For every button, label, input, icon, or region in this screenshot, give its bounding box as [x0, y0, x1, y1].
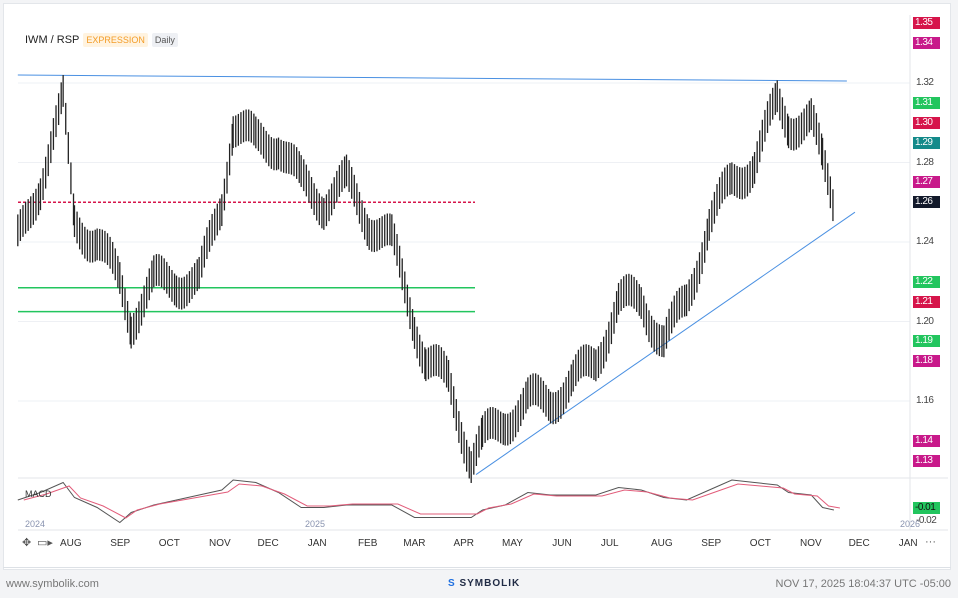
x-tick-label: MAY	[502, 538, 523, 549]
price-label: 1.19	[913, 335, 940, 348]
x-tick-label: DEC	[848, 538, 870, 549]
year-label: 2025	[305, 519, 326, 529]
price-label: 1.21	[913, 295, 940, 308]
x-tick-label: MAR	[403, 538, 426, 549]
x-tick-label: JAN	[898, 538, 918, 549]
x-tick-label: JAN	[307, 538, 327, 549]
more-button[interactable]: ···	[925, 536, 936, 548]
expression-badge: EXPRESSION	[83, 33, 148, 47]
y-tick-label: 1.32	[916, 77, 934, 88]
price-label: 1.18	[913, 355, 940, 368]
year-label: 2026	[900, 519, 921, 529]
y-tick-label: 1.28	[916, 156, 934, 168]
price-label: 1.13	[913, 454, 940, 467]
symbol-title: IWM / RSP	[25, 34, 80, 46]
macd-tick: -0.02	[916, 515, 937, 526]
price-label: 1.35	[913, 17, 940, 30]
brand-name: SYMBOLIK	[459, 578, 521, 589]
trendline	[17, 74, 847, 82]
price-label: 1.14	[913, 434, 940, 447]
x-tick-label: AUG	[60, 538, 82, 549]
year-label: 2024	[25, 519, 46, 529]
macd-tick: -0.01	[913, 502, 940, 514]
signal-line	[23, 483, 840, 519]
price-label: 1.31	[913, 96, 940, 109]
macd-line	[17, 479, 835, 524]
price-label: 1.22	[913, 275, 940, 288]
x-tick-label: NOV	[800, 538, 822, 549]
price-label: 1.27	[913, 176, 940, 189]
timestamp: NOV 17, 2025 18:04:37 UTC -05:00	[775, 578, 952, 590]
chart-header: IWM / RSP EXPRESSION Daily	[25, 33, 178, 47]
divider	[3, 567, 951, 568]
price-label: 1.26	[913, 196, 940, 209]
x-tick-label: SEP	[110, 538, 131, 549]
price-label: 1.29	[913, 136, 940, 149]
x-tick-label: AUG	[651, 538, 673, 549]
x-tick-label: DEC	[257, 538, 279, 549]
x-tick-label: FEB	[357, 538, 378, 549]
site-link[interactable]: www.symbolik.com	[6, 578, 99, 590]
x-tick-label: JUN	[552, 538, 572, 549]
y-tick-label: 1.24	[916, 236, 934, 247]
price-label: 1.30	[913, 116, 940, 129]
logo-icon: S	[448, 578, 456, 589]
trendline	[475, 211, 856, 475]
calendar-icon[interactable]: ▭▸	[37, 537, 53, 549]
x-tick-label: JUL	[600, 538, 619, 549]
y-tick-label: 1.20	[916, 315, 934, 327]
y-tick-label: 1.16	[916, 395, 934, 406]
brand-logo: S SYMBOLIK	[448, 578, 520, 589]
x-tick-label: NOV	[208, 538, 231, 549]
x-tick-label: OCT	[749, 538, 771, 549]
price-label: 1.34	[913, 37, 940, 50]
x-tick-label: APR	[453, 538, 475, 549]
interval-badge[interactable]: Daily	[151, 33, 178, 47]
pan-icon[interactable]: ✥	[22, 537, 32, 549]
x-tick-label: OCT	[158, 538, 180, 549]
x-tick-label: SEP	[701, 538, 722, 549]
macd-label: MACD	[25, 489, 52, 499]
